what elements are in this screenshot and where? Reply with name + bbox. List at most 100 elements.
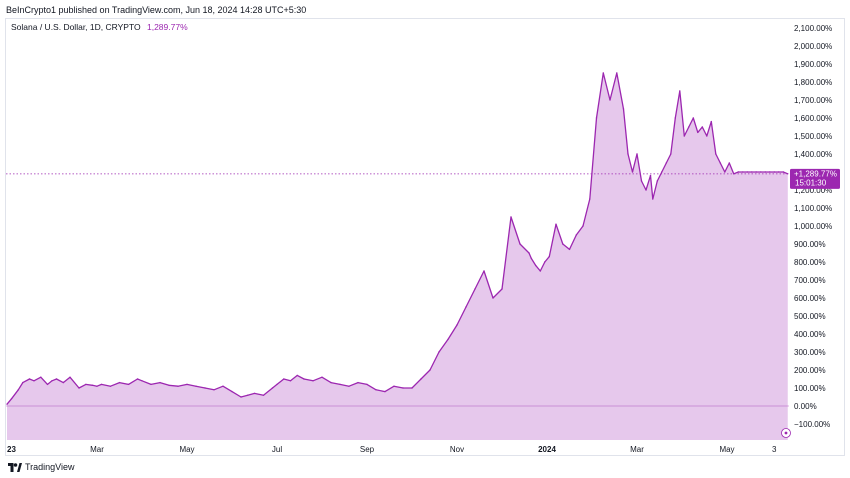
data-point <box>141 380 143 382</box>
data-point <box>271 387 274 389</box>
data-point <box>253 392 256 395</box>
y-tick-label: 400.00% <box>794 330 826 339</box>
data-point <box>168 384 170 386</box>
data-point <box>773 171 775 173</box>
data-point <box>665 162 667 164</box>
data-point <box>656 180 658 182</box>
data-point <box>348 385 350 387</box>
data-point <box>589 198 591 200</box>
y-tick-label: 1,000.00% <box>794 222 832 231</box>
data-point <box>402 387 404 389</box>
data-point <box>636 153 638 155</box>
data-point <box>519 243 521 245</box>
data-point <box>69 376 71 378</box>
data-point <box>544 261 546 263</box>
data-point <box>616 72 618 74</box>
y-tick-label: 1,100.00% <box>794 204 832 213</box>
published-by-line: BeInCrypto1 published on TradingView.com… <box>6 5 307 15</box>
data-point <box>78 387 80 389</box>
data-point <box>555 223 557 225</box>
data-point <box>492 297 494 299</box>
data-point <box>535 264 537 267</box>
data-point <box>100 383 103 386</box>
data-point <box>706 135 708 137</box>
data-point <box>582 225 584 227</box>
x-tick-label: Sep <box>360 445 375 454</box>
data-point <box>109 385 112 387</box>
x-tick-label: 23 <box>7 445 16 454</box>
x-tick-label: 3 <box>772 445 777 454</box>
data-point <box>528 252 530 254</box>
y-tick-label: 800.00% <box>794 258 826 267</box>
data-point <box>649 174 652 177</box>
x-tick-label: Nov <box>450 445 464 454</box>
data-point <box>674 117 676 119</box>
x-tick-label: May <box>179 445 194 454</box>
data-point <box>289 380 292 382</box>
series-area <box>7 73 788 440</box>
data-point <box>10 398 13 400</box>
data-point <box>40 376 42 378</box>
data-point <box>127 383 130 386</box>
data-point <box>231 390 233 393</box>
data-point <box>366 383 368 386</box>
data-point <box>46 383 49 386</box>
data-point <box>204 387 206 389</box>
data-point <box>429 369 431 371</box>
price-label-countdown: 15:01:30 <box>795 178 827 187</box>
y-tick-label: 1,600.00% <box>794 114 832 123</box>
chart-frame <box>5 18 845 456</box>
tradingview-footer[interactable]: TradingView <box>8 462 75 472</box>
data-point <box>262 394 265 396</box>
y-tick-label: 0.00% <box>794 402 817 411</box>
y-tick-label: −100.00% <box>794 420 830 429</box>
legend-change: 1,289.77% <box>146 22 188 32</box>
data-point <box>339 383 341 386</box>
data-point <box>456 324 458 326</box>
tradingview-logo-icon <box>8 462 22 472</box>
data-point <box>393 385 395 387</box>
data-point <box>627 153 629 155</box>
data-point <box>474 288 476 290</box>
data-point <box>240 396 242 398</box>
series-line[interactable] <box>6 72 789 405</box>
data-point <box>136 378 139 380</box>
data-point <box>742 171 744 173</box>
y-tick-label: 2,000.00% <box>794 42 832 51</box>
y-tick-label: 200.00% <box>794 366 826 375</box>
data-point <box>575 234 577 236</box>
y-tick-label: 500.00% <box>794 312 826 321</box>
y-tick-label: 1,400.00% <box>794 150 832 159</box>
y-tick-label: 600.00% <box>794 294 826 303</box>
data-point <box>609 99 611 101</box>
y-tick-label: 1,500.00% <box>794 132 832 141</box>
data-point <box>96 385 98 387</box>
data-point <box>787 173 789 175</box>
price-label-value: +1,289.77% <box>794 169 837 178</box>
data-point <box>661 171 663 173</box>
tradingview-brand: TradingView <box>25 462 75 472</box>
data-point <box>303 378 305 380</box>
x-tick-label: Mar <box>630 445 644 454</box>
data-point <box>447 338 449 341</box>
data-point <box>33 380 35 382</box>
data-point <box>150 383 152 386</box>
scale-settings-icon-dot <box>784 431 788 435</box>
data-point <box>438 351 440 353</box>
data-point <box>222 385 224 387</box>
y-tick-label: 300.00% <box>794 348 826 357</box>
chart-legend: Solana / U.S. Dollar, 1D, CRYPTO 1,289.7… <box>11 22 188 32</box>
data-point <box>719 162 721 164</box>
data-point <box>548 255 550 258</box>
data-point <box>118 381 121 384</box>
data-point <box>465 306 467 308</box>
data-point <box>312 380 314 382</box>
data-point <box>85 383 87 386</box>
data-point <box>501 288 503 290</box>
data-point <box>283 378 285 380</box>
data-point <box>213 389 215 391</box>
data-point <box>17 389 19 391</box>
data-point <box>159 381 161 384</box>
data-point <box>769 171 771 173</box>
